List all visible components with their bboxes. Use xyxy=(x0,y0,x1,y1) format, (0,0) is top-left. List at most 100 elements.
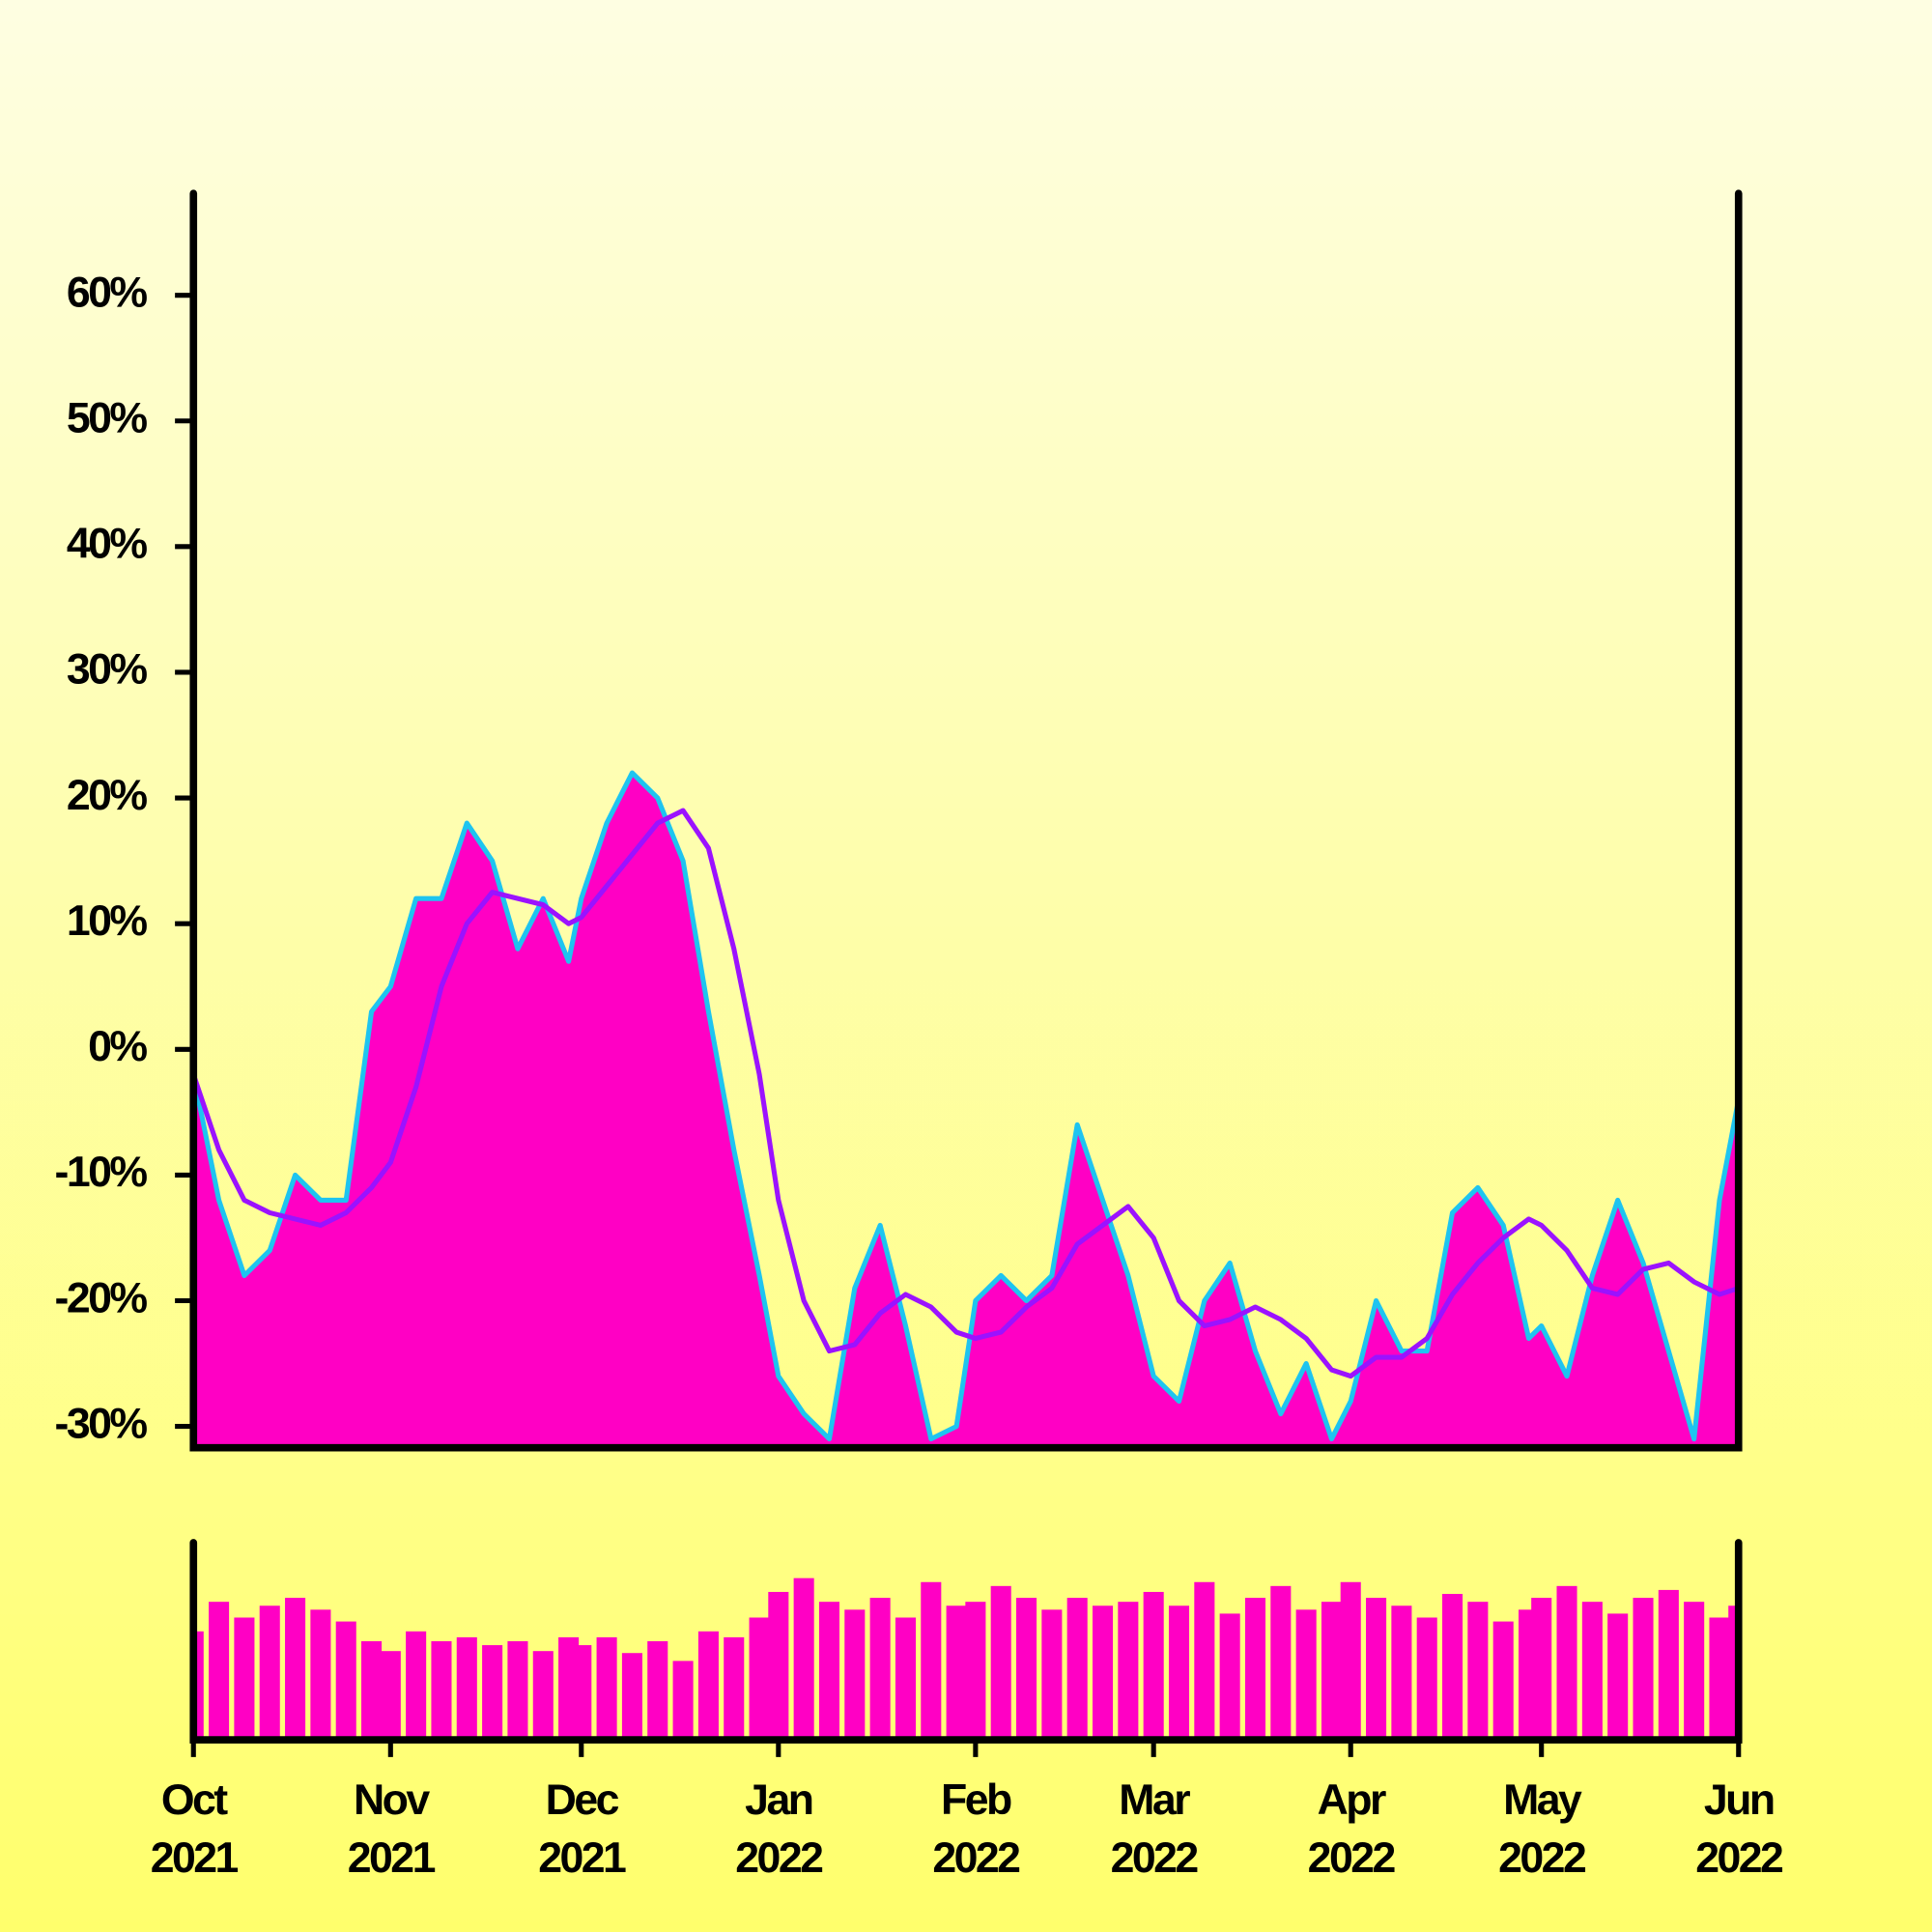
y-tick-label: -10% xyxy=(55,1149,148,1196)
volume-plot xyxy=(193,1577,1739,1741)
x-tick-label: 2022 xyxy=(932,1834,1020,1882)
x-tick-label: 2022 xyxy=(1111,1834,1199,1882)
y-tick-label: 40% xyxy=(67,521,148,568)
price-frame xyxy=(189,189,1743,1452)
volume-bar xyxy=(431,1640,452,1741)
volume-bar xyxy=(285,1598,306,1741)
volume-bar xyxy=(1270,1585,1292,1741)
volume-bar xyxy=(1321,1602,1343,1741)
volume-bar xyxy=(456,1636,477,1741)
y-tick-label: -30% xyxy=(55,1400,148,1447)
price-plot xyxy=(193,770,1739,1448)
y-tick-label: 50% xyxy=(67,395,148,442)
x-tick-label: Apr xyxy=(1318,1776,1386,1824)
volume-bar xyxy=(1467,1602,1489,1741)
volume-bar xyxy=(1416,1617,1437,1741)
x-tick-label: Oct xyxy=(161,1776,228,1824)
volume-bar xyxy=(571,1645,592,1741)
volume-bar xyxy=(482,1645,503,1741)
x-tick-label: Nov xyxy=(354,1776,430,1824)
volume-bar xyxy=(1728,1605,1739,1741)
volume-bar xyxy=(1684,1602,1705,1741)
volume-bar xyxy=(1492,1621,1514,1741)
x-tick-label: Jun xyxy=(1704,1776,1774,1824)
x-tick-label: 2021 xyxy=(538,1834,626,1882)
area-edge xyxy=(193,770,1739,1442)
volume-bar xyxy=(335,1621,356,1741)
volume-bar xyxy=(793,1577,814,1741)
volume-bar xyxy=(990,1585,1011,1741)
volume-bar xyxy=(380,1651,401,1741)
volume-bar xyxy=(1531,1598,1552,1741)
y-tick-label: 0% xyxy=(88,1023,147,1070)
volume-bar xyxy=(193,1631,204,1741)
volume-bar xyxy=(647,1640,668,1741)
x-tick-label: May xyxy=(1503,1776,1582,1824)
volume-bar xyxy=(818,1602,840,1741)
x-tick-label: Jan xyxy=(745,1776,812,1824)
x-tick-label: Mar xyxy=(1119,1776,1190,1824)
volume-bar xyxy=(1442,1594,1463,1741)
volume-bar xyxy=(361,1640,383,1741)
x-tick-label: 2021 xyxy=(348,1834,436,1882)
volume-bar xyxy=(507,1640,528,1741)
volume-bar xyxy=(1581,1602,1603,1741)
volume-bar xyxy=(310,1609,331,1741)
volume-bar xyxy=(1143,1591,1164,1741)
volume-bar xyxy=(895,1617,917,1741)
x-tick-label: Dec xyxy=(546,1776,619,1824)
x-tick-label: 2022 xyxy=(1695,1834,1783,1882)
volume-bar xyxy=(844,1609,866,1741)
volume-bar xyxy=(596,1636,617,1741)
area-fill xyxy=(193,773,1739,1448)
volume-bar xyxy=(1658,1589,1679,1741)
volume-bar xyxy=(724,1636,745,1741)
volume-bar xyxy=(1066,1598,1088,1741)
volume-bar xyxy=(234,1617,255,1741)
volume-bar xyxy=(768,1591,789,1741)
volume-bar xyxy=(406,1631,427,1741)
y-tick-label: -20% xyxy=(55,1274,148,1321)
y-tick-label: 30% xyxy=(67,646,148,694)
volume-bar xyxy=(621,1653,642,1741)
volume-bar xyxy=(1295,1609,1317,1741)
volume-bar xyxy=(532,1651,554,1741)
volume-bar xyxy=(946,1605,967,1741)
volume-bar xyxy=(697,1631,719,1741)
y-tick-label: 60% xyxy=(67,269,148,316)
volume-bar xyxy=(209,1602,230,1741)
volume-bar xyxy=(1556,1585,1577,1741)
volume-bar xyxy=(1194,1581,1215,1741)
x-tick-label: 2022 xyxy=(735,1834,823,1882)
volume-bar xyxy=(1607,1613,1629,1741)
volume-bar xyxy=(1041,1609,1063,1741)
volume-bar xyxy=(259,1605,280,1741)
volume-bar xyxy=(1219,1613,1240,1741)
x-tick-label: 2021 xyxy=(151,1834,239,1882)
volume-bar xyxy=(965,1602,986,1741)
volume-bar xyxy=(1340,1581,1361,1741)
volume-bar xyxy=(1633,1598,1654,1741)
volume-bar xyxy=(1168,1605,1190,1741)
y-tick-label: 10% xyxy=(67,897,148,945)
x-tick-label: 2022 xyxy=(1308,1834,1396,1882)
volume-bar xyxy=(1015,1598,1037,1741)
x-tick-label: 2022 xyxy=(1498,1834,1586,1882)
volume-bar xyxy=(1391,1605,1412,1741)
volume-bar xyxy=(749,1617,770,1741)
volume-bar xyxy=(1244,1598,1266,1741)
y-tick-label: 20% xyxy=(67,772,148,819)
volume-frame xyxy=(189,1539,1743,1744)
x-tick-label: Feb xyxy=(941,1776,1011,1824)
volume-bar xyxy=(1366,1598,1387,1741)
volume-bar xyxy=(1118,1602,1139,1741)
volume-bar xyxy=(672,1661,694,1741)
volume-bar xyxy=(1709,1617,1730,1741)
axes: -30% -20% -10% 0% 10% 20% 30% 40% 50% 60% Oct 2021 N… xyxy=(55,189,1786,1882)
volume-bar xyxy=(1092,1605,1114,1741)
moving-average-line xyxy=(193,808,1739,1379)
volume-bar xyxy=(921,1581,942,1741)
volume-bar xyxy=(869,1598,891,1741)
